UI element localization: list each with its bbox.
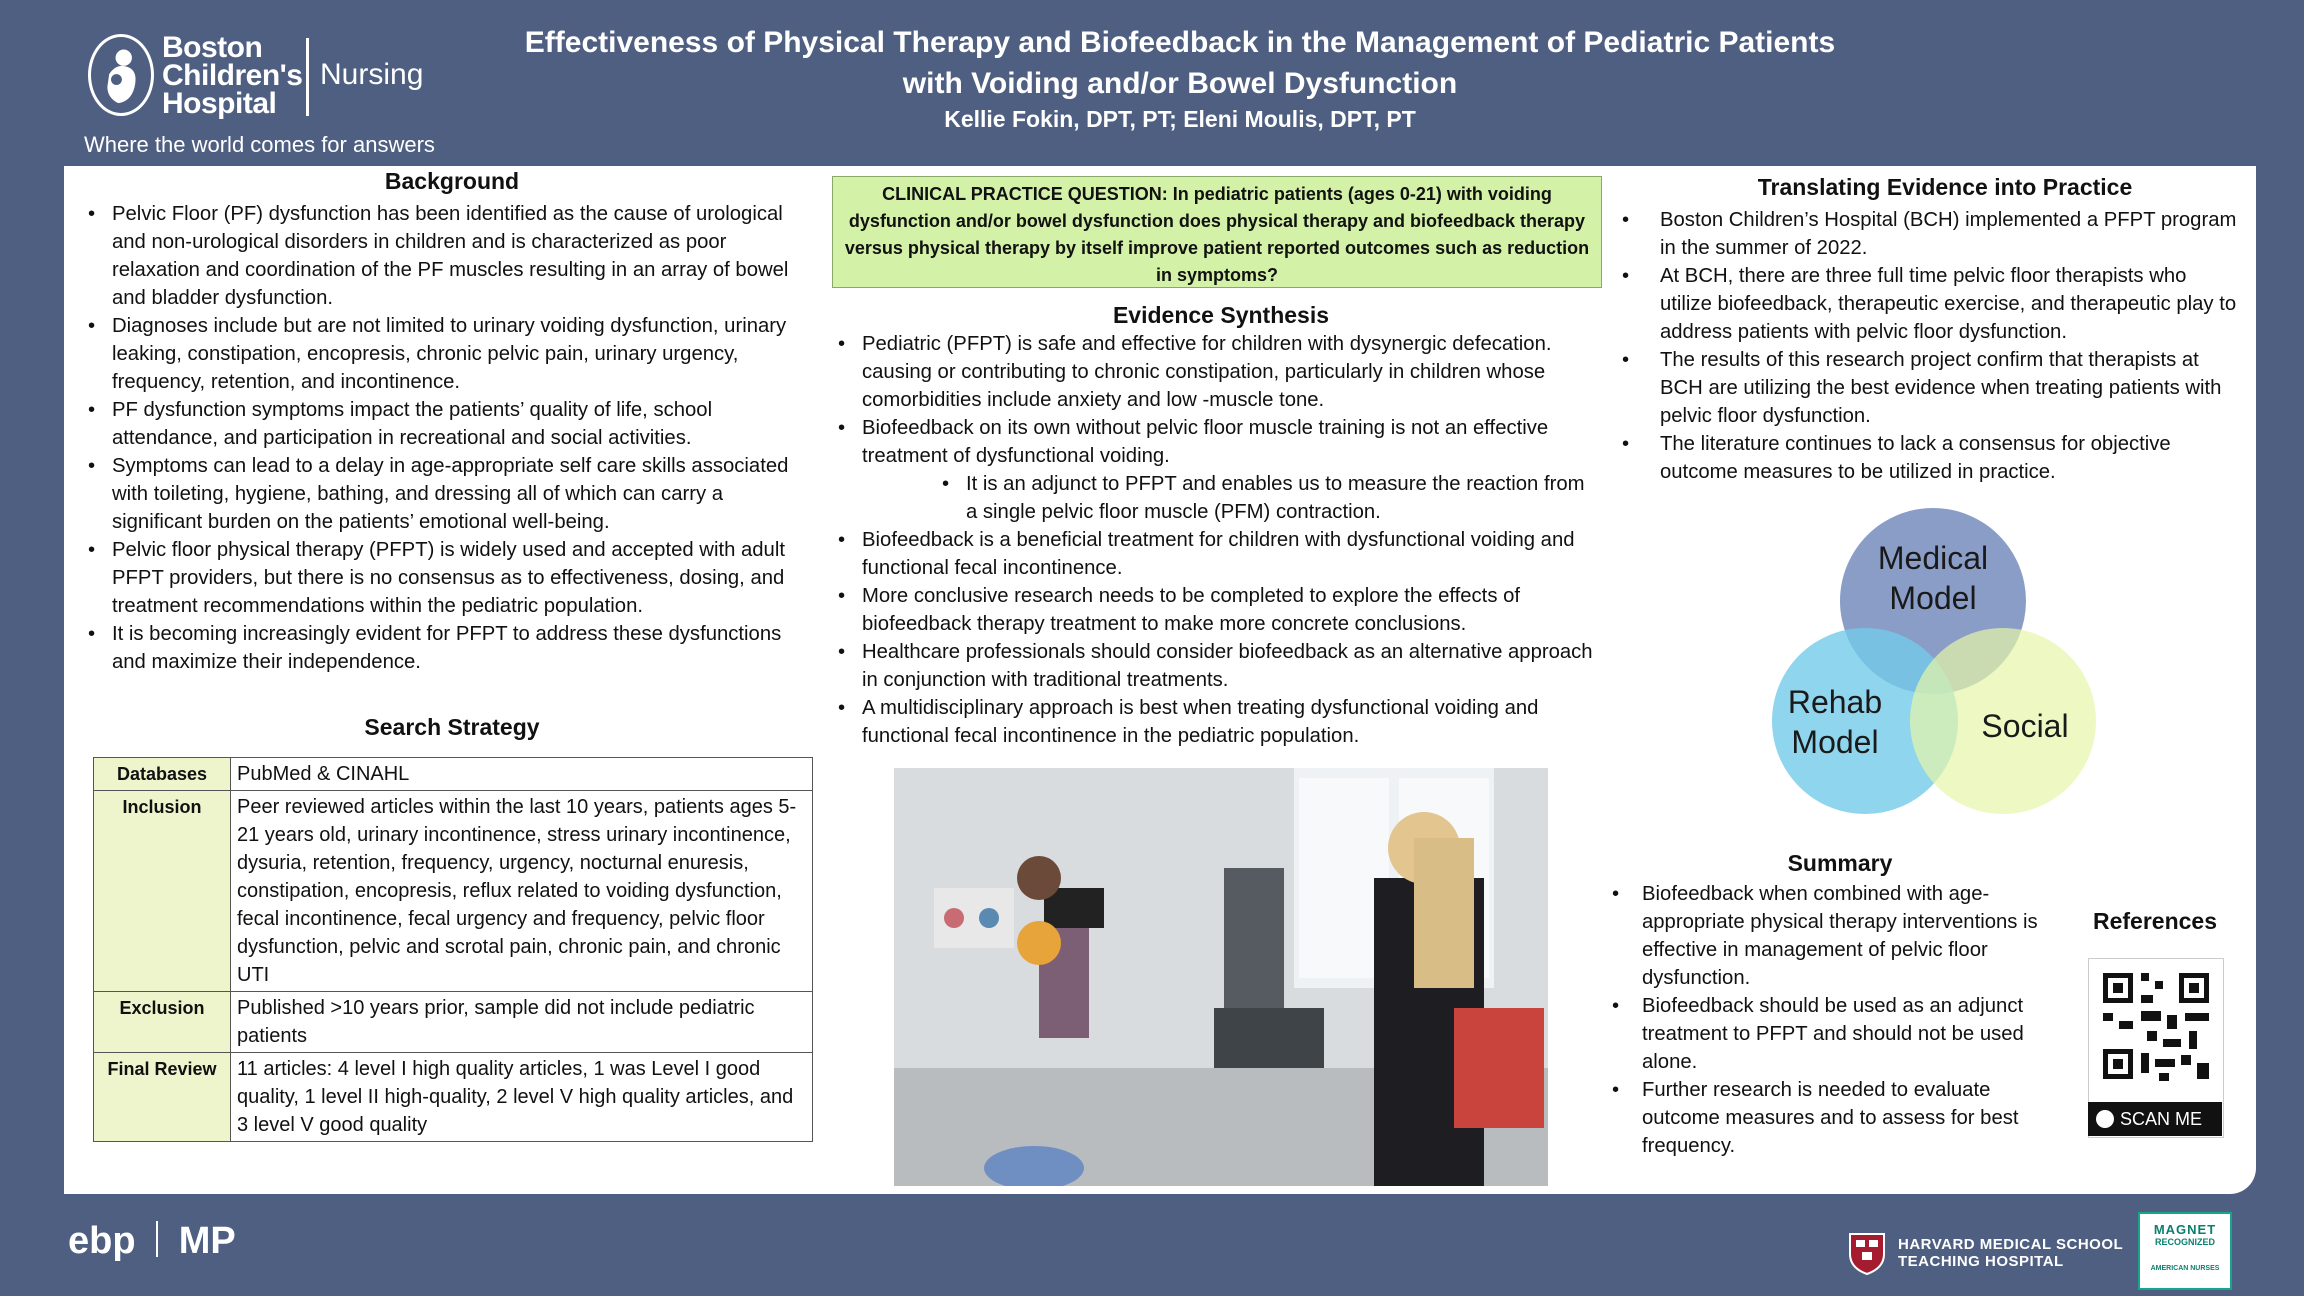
summary-heading: Summary [1787,850,1893,876]
evidence-item: Pediatric (PFPT) is safe and effective f… [838,330,1594,414]
evidence-item: Biofeedback on its own without pelvic fl… [838,414,1594,470]
magnet-line-3: AMERICAN NURSES [2150,1265,2220,1272]
table-row-value: Peer reviewed articles within the last 1… [230,790,813,992]
clinical-practice-question: CLINICAL PRACTICE QUESTION: In pediatric… [832,176,1602,288]
venn-label-rehab-1: Rehab [1787,684,1883,720]
table-row-label: Inclusion [93,790,231,992]
scan-me-label: SCAN ME [2120,1109,2203,1129]
table-row: Inclusion Peer reviewed articles within … [93,790,813,992]
summary-item: Biofeedback when combined with age-appro… [1612,880,2072,992]
ebp-divider [156,1221,159,1257]
table-row-label: Exclusion [93,991,231,1053]
brand-line-1: Boston [162,31,263,64]
translating-item: The literature continues to lack a conse… [1622,430,2240,486]
venn-label-social: Social [1981,708,2069,744]
venn-diagram: Medical Model Rehab Model Social [1760,500,2100,830]
authors: Kellie Fokin, DPT, PT; Eleni Moulis, DPT… [944,106,1416,132]
table-row: Databases PubMed & CINAHL [93,757,813,791]
brand-name: Boston Children's Hospital [162,31,303,120]
search-heading: Search Strategy [364,714,540,740]
background-heading: Background [384,168,520,194]
therapy-session-image [894,768,1548,1186]
hms-line-2: TEACHING HOSPITAL [1898,1253,2064,1270]
harvard-shield-icon [1848,1232,1886,1276]
background-item: Diagnoses include but are not limited to… [88,312,816,396]
qr-code-icon [2103,973,2209,1081]
evidence-item: A multidisciplinary approach is best whe… [838,694,1594,750]
translating-item: Boston Children’s Hospital (BCH) impleme… [1622,206,2240,262]
table-row-label: Databases [93,757,231,791]
title-line-1: Effectiveness of Physical Therapy and Bi… [524,26,1836,59]
mp-label: MP [178,1220,236,1262]
background-item: It is becoming increasingly evident for … [88,620,816,676]
evidence-item: Biofeedback is a beneficial treatment fo… [838,526,1594,582]
evidence-subitem: It is an adjunct to PFPT and enables us … [942,470,1594,526]
venn-label-medical-2: Model [1889,580,1977,616]
venn-label-rehab: Rehab Model [1760,682,1910,762]
venn-label-medical-1: Medical [1877,540,1989,576]
table-row-value: Published >10 years prior, sample did no… [230,991,813,1053]
background-section: Pelvic Floor (PF) dysfunction has been i… [88,200,816,676]
mother-child-logo-icon [107,49,136,104]
table-row: Exclusion Published >10 years prior, sam… [93,991,813,1053]
evidence-heading: Evidence Synthesis [1112,302,1330,328]
evidence-item: More conclusive research needs to be com… [838,582,1594,638]
translating-item: At BCH, there are three full time pelvic… [1622,262,2240,346]
translating-section: Boston Children’s Hospital (BCH) impleme… [1622,206,2240,486]
poster-title: Effectiveness of Physical Therapy and Bi… [470,22,1890,104]
magnet-line-1: MAGNET [2153,1222,2217,1237]
translating-item: The results of this research project con… [1622,346,2240,430]
ebp-mp-logo: ebp MP [68,1220,236,1263]
references-heading: References [2092,908,2218,934]
summary-item: Biofeedback should be used as an adjunct… [1612,992,2072,1076]
summary-item: Further research is needed to evaluate o… [1612,1076,2072,1160]
evidence-section: Pediatric (PFPT) is safe and effective f… [838,330,1594,750]
background-item: PF dysfunction symptoms impact the patie… [88,396,816,452]
table-row-value: 11 articles: 4 level I high quality arti… [230,1052,813,1142]
table-row: Final Review 11 articles: 4 level I high… [93,1052,813,1142]
evidence-item: Healthcare professionals should consider… [838,638,1594,694]
ebp-label: ebp [68,1220,136,1262]
hospital-logo [88,34,154,116]
magnet-line-2: RECOGNIZED [2154,1237,2215,1247]
brand-line-2: Children's [162,59,303,92]
venn-label-medical: Medical Model [1840,538,2026,618]
search-table: Databases PubMed & CINAHL Inclusion Peer… [93,757,813,1142]
tagline: Where the world comes for answers [84,132,435,157]
hand-icon [2096,1110,2114,1128]
hms-line-1: HARVARD MEDICAL SCHOOL [1898,1236,2124,1253]
venn-circle-social [1910,628,2096,814]
venn-label-rehab-2: Model [1791,724,1879,760]
brand-divider [306,38,309,116]
title-line-2: with Voiding and/or Bowel Dysfunction [902,67,1458,100]
scan-me-button[interactable]: SCAN ME [2088,1102,2222,1136]
harvard-teaching-hospital: HARVARD MEDICAL SCHOOL TEACHING HOSPITAL [1898,1236,2123,1270]
background-item: Symptoms can lead to a delay in age-appr… [88,452,816,536]
table-row-label: Final Review [93,1052,231,1142]
magnet-badge: MAGNET RECOGNIZED AMERICAN NURSES [2138,1212,2232,1290]
table-row-value: PubMed & CINAHL [230,757,813,791]
background-item: Pelvic floor physical therapy (PFPT) is … [88,536,816,620]
brand-line-3: Hospital [162,87,277,120]
therapy-photo [894,768,1548,1186]
summary-section: Biofeedback when combined with age-appro… [1612,880,2072,1160]
translating-heading: Translating Evidence into Practice [1757,174,2133,200]
nursing-label: Nursing [320,58,424,91]
background-item: Pelvic Floor (PF) dysfunction has been i… [88,200,816,312]
